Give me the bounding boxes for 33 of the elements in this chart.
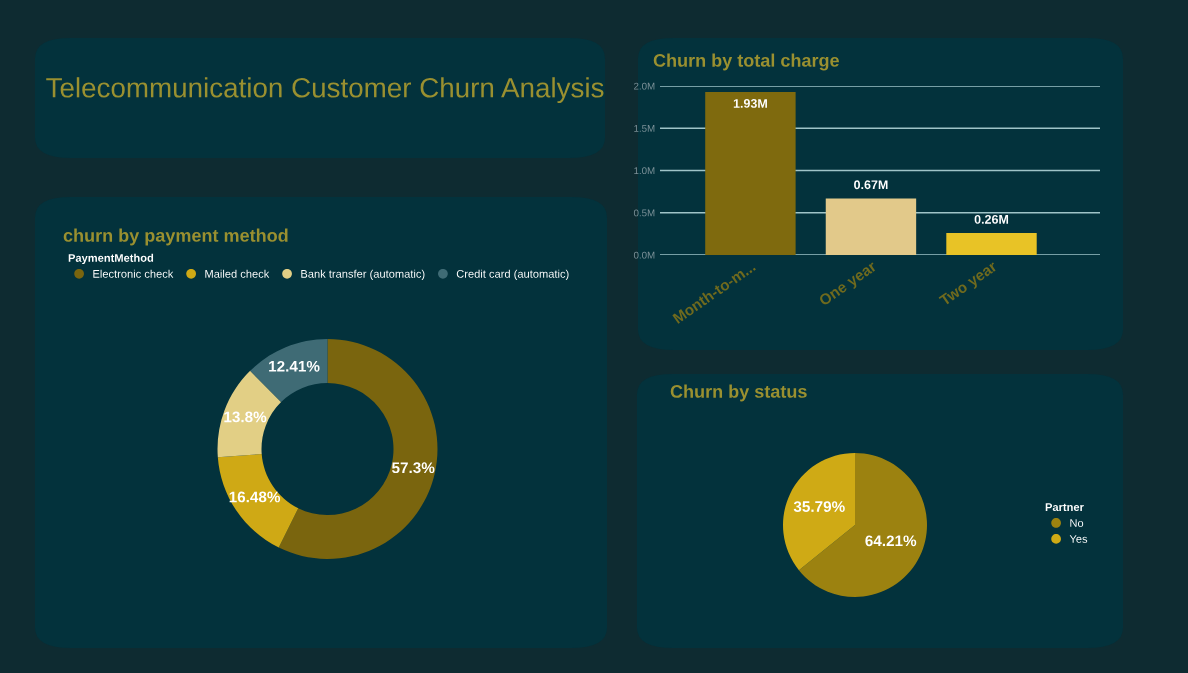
donut-slice bbox=[217, 370, 282, 458]
bar bbox=[705, 91, 796, 255]
donut-slice bbox=[217, 454, 299, 548]
data-label: 57.3% bbox=[392, 462, 435, 474]
legend-label: Electronic check bbox=[93, 269, 174, 278]
legend-title: PaymentMethod bbox=[68, 253, 154, 265]
bar bbox=[825, 198, 917, 255]
legend-label: No bbox=[1070, 519, 1084, 527]
data-label: 13.8% bbox=[224, 411, 267, 423]
legend-label: Yes bbox=[1069, 535, 1088, 543]
data-label: 1.93M bbox=[733, 99, 767, 108]
chart-title: Churn by total charge bbox=[653, 53, 839, 71]
pie-slice bbox=[783, 453, 855, 571]
data-label: 35.79% bbox=[793, 501, 845, 513]
y-tick-label: 0.0M bbox=[633, 251, 655, 259]
y-tick-label: 1.0M bbox=[634, 167, 655, 175]
chart-title: churn by payment method bbox=[63, 228, 288, 246]
y-tick-label: 0.5M bbox=[633, 209, 655, 217]
bar bbox=[946, 233, 1037, 255]
data-label: 0.26M bbox=[974, 214, 1009, 224]
text: Telecommunication Customer Churn Analysis bbox=[46, 77, 604, 104]
y-tick-label: 1.5M bbox=[634, 125, 655, 132]
legend-label: Bank transfer (automatic) bbox=[301, 269, 425, 280]
data-label: 64.21% bbox=[865, 535, 917, 547]
data-label: 16.48% bbox=[229, 491, 281, 503]
donut-slice bbox=[250, 339, 328, 403]
legend-label: Mailed check bbox=[205, 269, 270, 278]
data-label: 0.67M bbox=[854, 180, 888, 190]
data-label: 12.41% bbox=[269, 360, 320, 372]
legend-title: Partner bbox=[1045, 503, 1084, 512]
chart-title: Churn by status bbox=[670, 384, 807, 402]
legend-label: Credit card (automatic) bbox=[456, 269, 569, 280]
y-tick-label: 2.0M bbox=[634, 82, 655, 90]
